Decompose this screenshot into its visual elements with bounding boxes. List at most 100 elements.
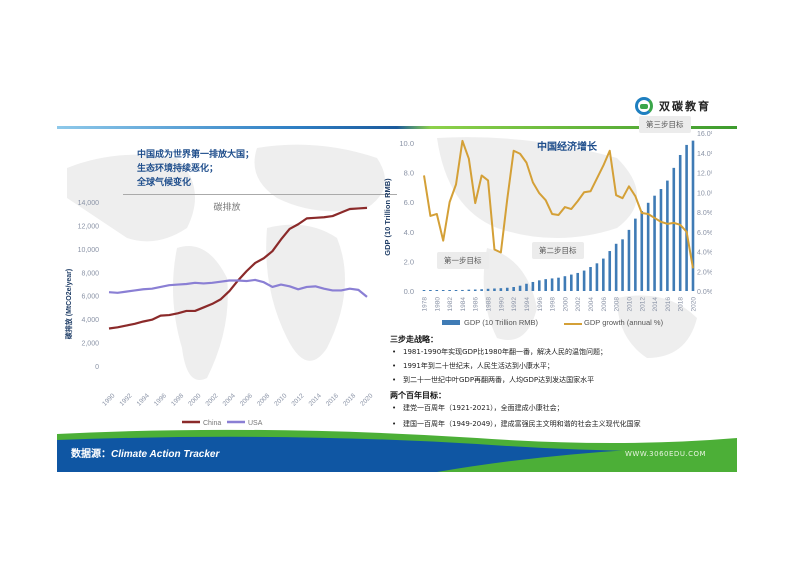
gdp-bar (666, 180, 669, 291)
x-tick-label: 2014 (308, 392, 323, 407)
x-tick-label: 2014 (652, 297, 659, 312)
gdp-bar (525, 283, 528, 291)
x-tick-label: 1992 (118, 392, 133, 407)
step1-label: 第一步目标 (437, 252, 489, 269)
x-tick-label: 1984 (460, 297, 467, 312)
gdp-bar (480, 289, 483, 291)
centenary-title: 两个百年目标： (390, 391, 446, 400)
chart-title: 中国经济增长 (537, 140, 598, 153)
y-tick-label-left: 2.0 (404, 257, 414, 266)
y-tick-label-right: 10.0% (697, 190, 712, 197)
gdp-bar (550, 278, 554, 291)
y-tick-label-left: 10.0 (399, 139, 414, 148)
y-axis-label: GDP (10 Trillion RMB) (383, 178, 392, 256)
gdp-bar (602, 258, 605, 291)
gdp-bar (429, 290, 432, 291)
y-tick-label: 0 (95, 364, 99, 371)
source-name: Climate Action Tracker (111, 449, 220, 460)
gdp-bar (557, 277, 560, 291)
chart-title: 碳排放 (213, 201, 240, 212)
strategy-list: 1981-1990年实现GDP比1980年翻一番，解决人民的温饱问题； 1991… (390, 348, 710, 385)
gdp-bar (422, 290, 426, 291)
footer-banner (57, 429, 737, 472)
y-tick-label: 14,000 (78, 200, 100, 207)
website-url[interactable]: WWW.3060EDU.COM (625, 450, 707, 458)
gdp-bar (537, 280, 541, 291)
x-tick-label: 1980 (434, 297, 441, 312)
gdp-bar (435, 290, 439, 291)
y-tick-label-left: 4.0 (404, 228, 414, 237)
gdp-bar (640, 211, 644, 291)
x-tick-label: 1988 (486, 297, 493, 312)
y-tick-label-right: 6.0% (697, 230, 712, 237)
gdp-bar (473, 289, 477, 291)
usa-line (108, 278, 368, 298)
y-tick-label-right: 0.0% (697, 289, 712, 296)
legend-china-label: China (203, 420, 221, 427)
gdp-bar (646, 202, 650, 291)
note-line: 中国成为世界第一排放大国； (137, 150, 255, 160)
x-tick-label: 2002 (204, 392, 219, 407)
x-tick-label: 1990 (101, 392, 116, 407)
gdp-bar (454, 290, 458, 291)
gdp-bar (448, 290, 451, 291)
x-tick-label: 2012 (639, 297, 646, 312)
gdp-bar (582, 270, 586, 291)
gdp-bar (627, 229, 631, 291)
gdp-bar (672, 167, 676, 291)
x-tick-label: 1998 (170, 392, 185, 407)
gdp-bar (608, 251, 612, 291)
y-tick-label: 10,000 (78, 247, 100, 254)
gdp-bar (570, 274, 573, 291)
x-tick-label: 1992 (511, 297, 518, 312)
x-tick-label: 2000 (562, 297, 569, 312)
y-tick-label: 6,000 (81, 294, 99, 301)
y-tick-label-right: 16.0% (697, 131, 712, 138)
gdp-bar (659, 189, 663, 291)
gdp-bar (493, 288, 496, 291)
step3-label: 第三步目标 (639, 116, 691, 133)
y-tick-label-right: 2.0% (697, 269, 712, 276)
gdp-bar (614, 243, 618, 291)
list-item: 建国一百周年（1949-2049），建成富强民主文明和谐的社会主义现代化国家 (390, 418, 673, 430)
gdp-bar (685, 144, 688, 291)
legend-gdp-label: GDP (10 Trillion RMB) (464, 318, 539, 327)
x-tick-label: 2016 (325, 392, 340, 407)
strategy-title: 三步走战略： (390, 335, 438, 344)
gdp-bar (486, 288, 490, 291)
gdp-bar (691, 140, 695, 291)
gdp-bar (634, 218, 637, 291)
x-tick-label: 2000 (187, 392, 202, 407)
x-tick-label: 2002 (575, 297, 582, 312)
x-tick-label: 2006 (239, 392, 254, 407)
x-tick-label: 2004 (222, 392, 237, 407)
gdp-bar (544, 279, 547, 291)
y-tick-label: 2,000 (81, 341, 99, 348)
x-tick-label: 1978 (422, 297, 429, 312)
legend-growth-label: GDP growth (annual %) (584, 318, 664, 327)
data-source: 数据源：Climate Action Tracker (71, 445, 219, 460)
china-line (108, 206, 368, 330)
y-tick-label: 8,000 (81, 270, 99, 277)
strategy-text: 三步走战略： 1981-1990年实现GDP比1980年翻一番，解决人民的温饱问… (390, 334, 710, 435)
x-tick-label: 2008 (256, 392, 271, 407)
header-divider (57, 126, 737, 129)
x-tick-label: 1996 (537, 297, 544, 312)
x-tick-label: 2010 (626, 297, 633, 312)
x-tick-label: 1994 (136, 392, 151, 407)
gdp-bar (576, 272, 580, 291)
gdp-bar (531, 281, 535, 291)
x-tick-label: 2020 (359, 392, 374, 407)
list-item: 到二十一世纪中叶GDP再翻两番，人均GDP达到发达国家水平 (390, 376, 710, 385)
emission-notes: 中国成为世界第一排放大国； 生态环境持续恶化； 全球气候变化 (123, 148, 397, 195)
note-line: 全球气候变化 (137, 178, 192, 188)
x-tick-label: 1996 (153, 392, 168, 407)
gdp-bar (518, 285, 522, 291)
gdp-bar (678, 154, 682, 291)
x-tick-label: 1986 (473, 297, 480, 312)
gdp-bar (467, 289, 471, 291)
x-tick-label: 2018 (342, 392, 357, 407)
x-tick-label: 2012 (290, 392, 305, 407)
logo-icon (635, 97, 653, 115)
gdp-bar (441, 290, 445, 291)
